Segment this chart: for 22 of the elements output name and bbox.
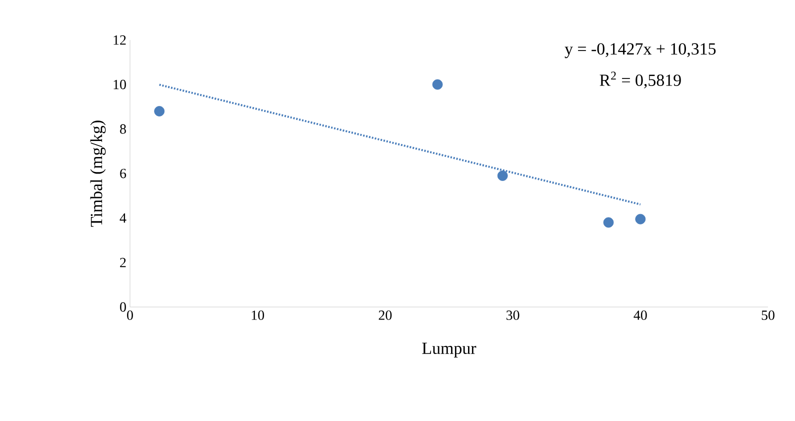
y-tick-label: 8	[120, 124, 126, 134]
y-tick-label: 4	[120, 213, 126, 223]
x-tick-label: 30	[506, 310, 520, 320]
point	[497, 170, 508, 181]
point	[432, 79, 443, 90]
x-tick-label: 50	[762, 310, 774, 320]
y-axis-title: Timbal (mg/kg)	[90, 120, 106, 227]
y-tick-label: 6	[120, 168, 126, 178]
y-tick-label: 12	[114, 35, 126, 45]
x-axis-title: Lumpur	[422, 342, 476, 358]
x-tick-label: 40	[634, 310, 647, 320]
annotation: y = -0,1427x + 10,315	[564, 43, 716, 58]
x-tick-label: 10	[252, 310, 264, 320]
y-tick-label: 10	[114, 80, 126, 90]
x-tick-label: 0	[127, 310, 133, 320]
x-tick-label: 20	[378, 310, 392, 320]
annotation: R$^{2}$ = 0,5819	[600, 72, 681, 88]
point	[154, 106, 165, 116]
y-tick-label: 2	[120, 258, 126, 268]
point	[635, 214, 646, 224]
point	[603, 217, 614, 228]
y-tick-label: 0	[120, 302, 126, 312]
